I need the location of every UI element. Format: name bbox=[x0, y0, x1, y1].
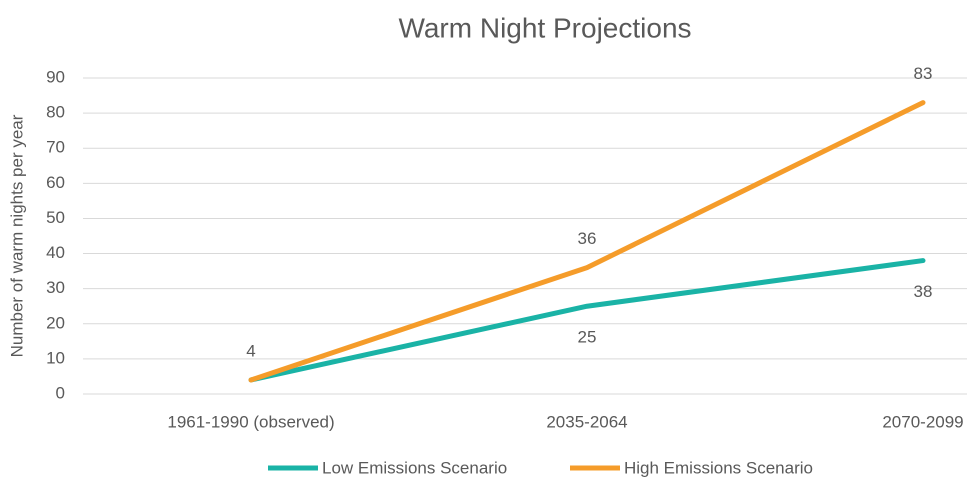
data-label: 4 bbox=[246, 341, 255, 360]
y-tick-label: 80 bbox=[46, 103, 65, 122]
y-tick-label: 0 bbox=[56, 383, 65, 402]
y-tick-label: 40 bbox=[46, 243, 65, 262]
data-label: 38 bbox=[914, 282, 933, 301]
x-tick-label: 2035-2064 bbox=[546, 412, 627, 431]
x-tick-label: 1961-1990 (observed) bbox=[167, 412, 334, 431]
y-axis-label: Number of warm nights per year bbox=[7, 114, 26, 357]
data-label: 25 bbox=[578, 328, 597, 347]
y-tick-label: 20 bbox=[46, 313, 65, 332]
chart-title: Warm Night Projections bbox=[398, 12, 691, 43]
series-line bbox=[248, 258, 926, 383]
data-label: 83 bbox=[914, 64, 933, 83]
y-tick-label: 60 bbox=[46, 173, 65, 192]
y-tick-label: 30 bbox=[46, 278, 65, 297]
y-tick-label: 10 bbox=[46, 348, 65, 367]
y-tick-label: 70 bbox=[46, 138, 65, 157]
legend-label: Low Emissions Scenario bbox=[322, 458, 507, 477]
legend-label: High Emissions Scenario bbox=[624, 458, 813, 477]
x-tick-label: 2070-2099 bbox=[882, 412, 963, 431]
series-line bbox=[248, 100, 926, 383]
y-tick-label: 50 bbox=[46, 208, 65, 227]
data-label: 36 bbox=[578, 229, 597, 248]
y-tick-label: 90 bbox=[46, 67, 65, 86]
